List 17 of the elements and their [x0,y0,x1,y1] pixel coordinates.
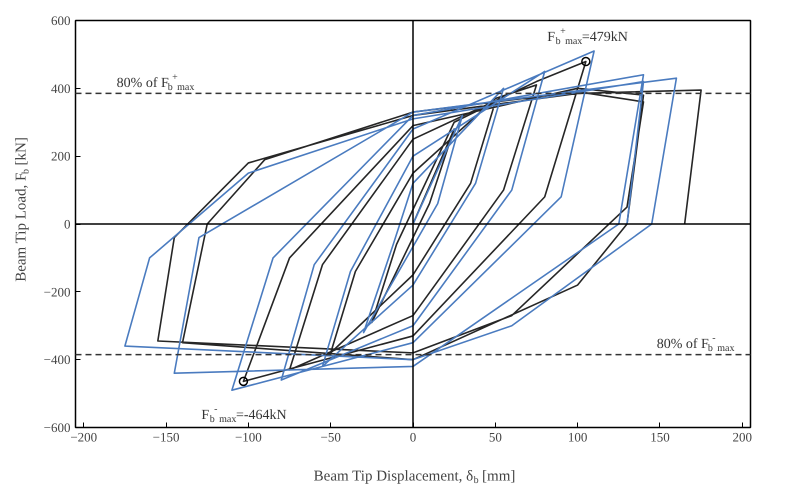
y-tick-label: 0 [64,216,70,232]
y-tick-label: 400 [51,80,70,96]
x-tick-label: −200 [70,430,98,444]
x-tick-label: −50 [320,430,341,444]
x-tick-label: −100 [234,430,262,444]
y-tick-label: −200 [44,284,71,300]
y-tick-label: 200 [51,148,70,164]
x-tick-label: 200 [732,430,752,444]
y-tick-label: −400 [44,352,71,368]
x-tick-label: 150 [650,430,670,444]
y-axis-title: Beam Tip Load, Fb [kN] [14,137,32,282]
x-tick-label: 100 [568,430,588,444]
x-tick-label: −150 [152,430,180,444]
y-tick-label: −600 [44,420,71,435]
y-tick-label: 600 [51,13,70,28]
x-tick-label: 50 [488,430,502,444]
x-tick-label: 0 [410,430,416,444]
